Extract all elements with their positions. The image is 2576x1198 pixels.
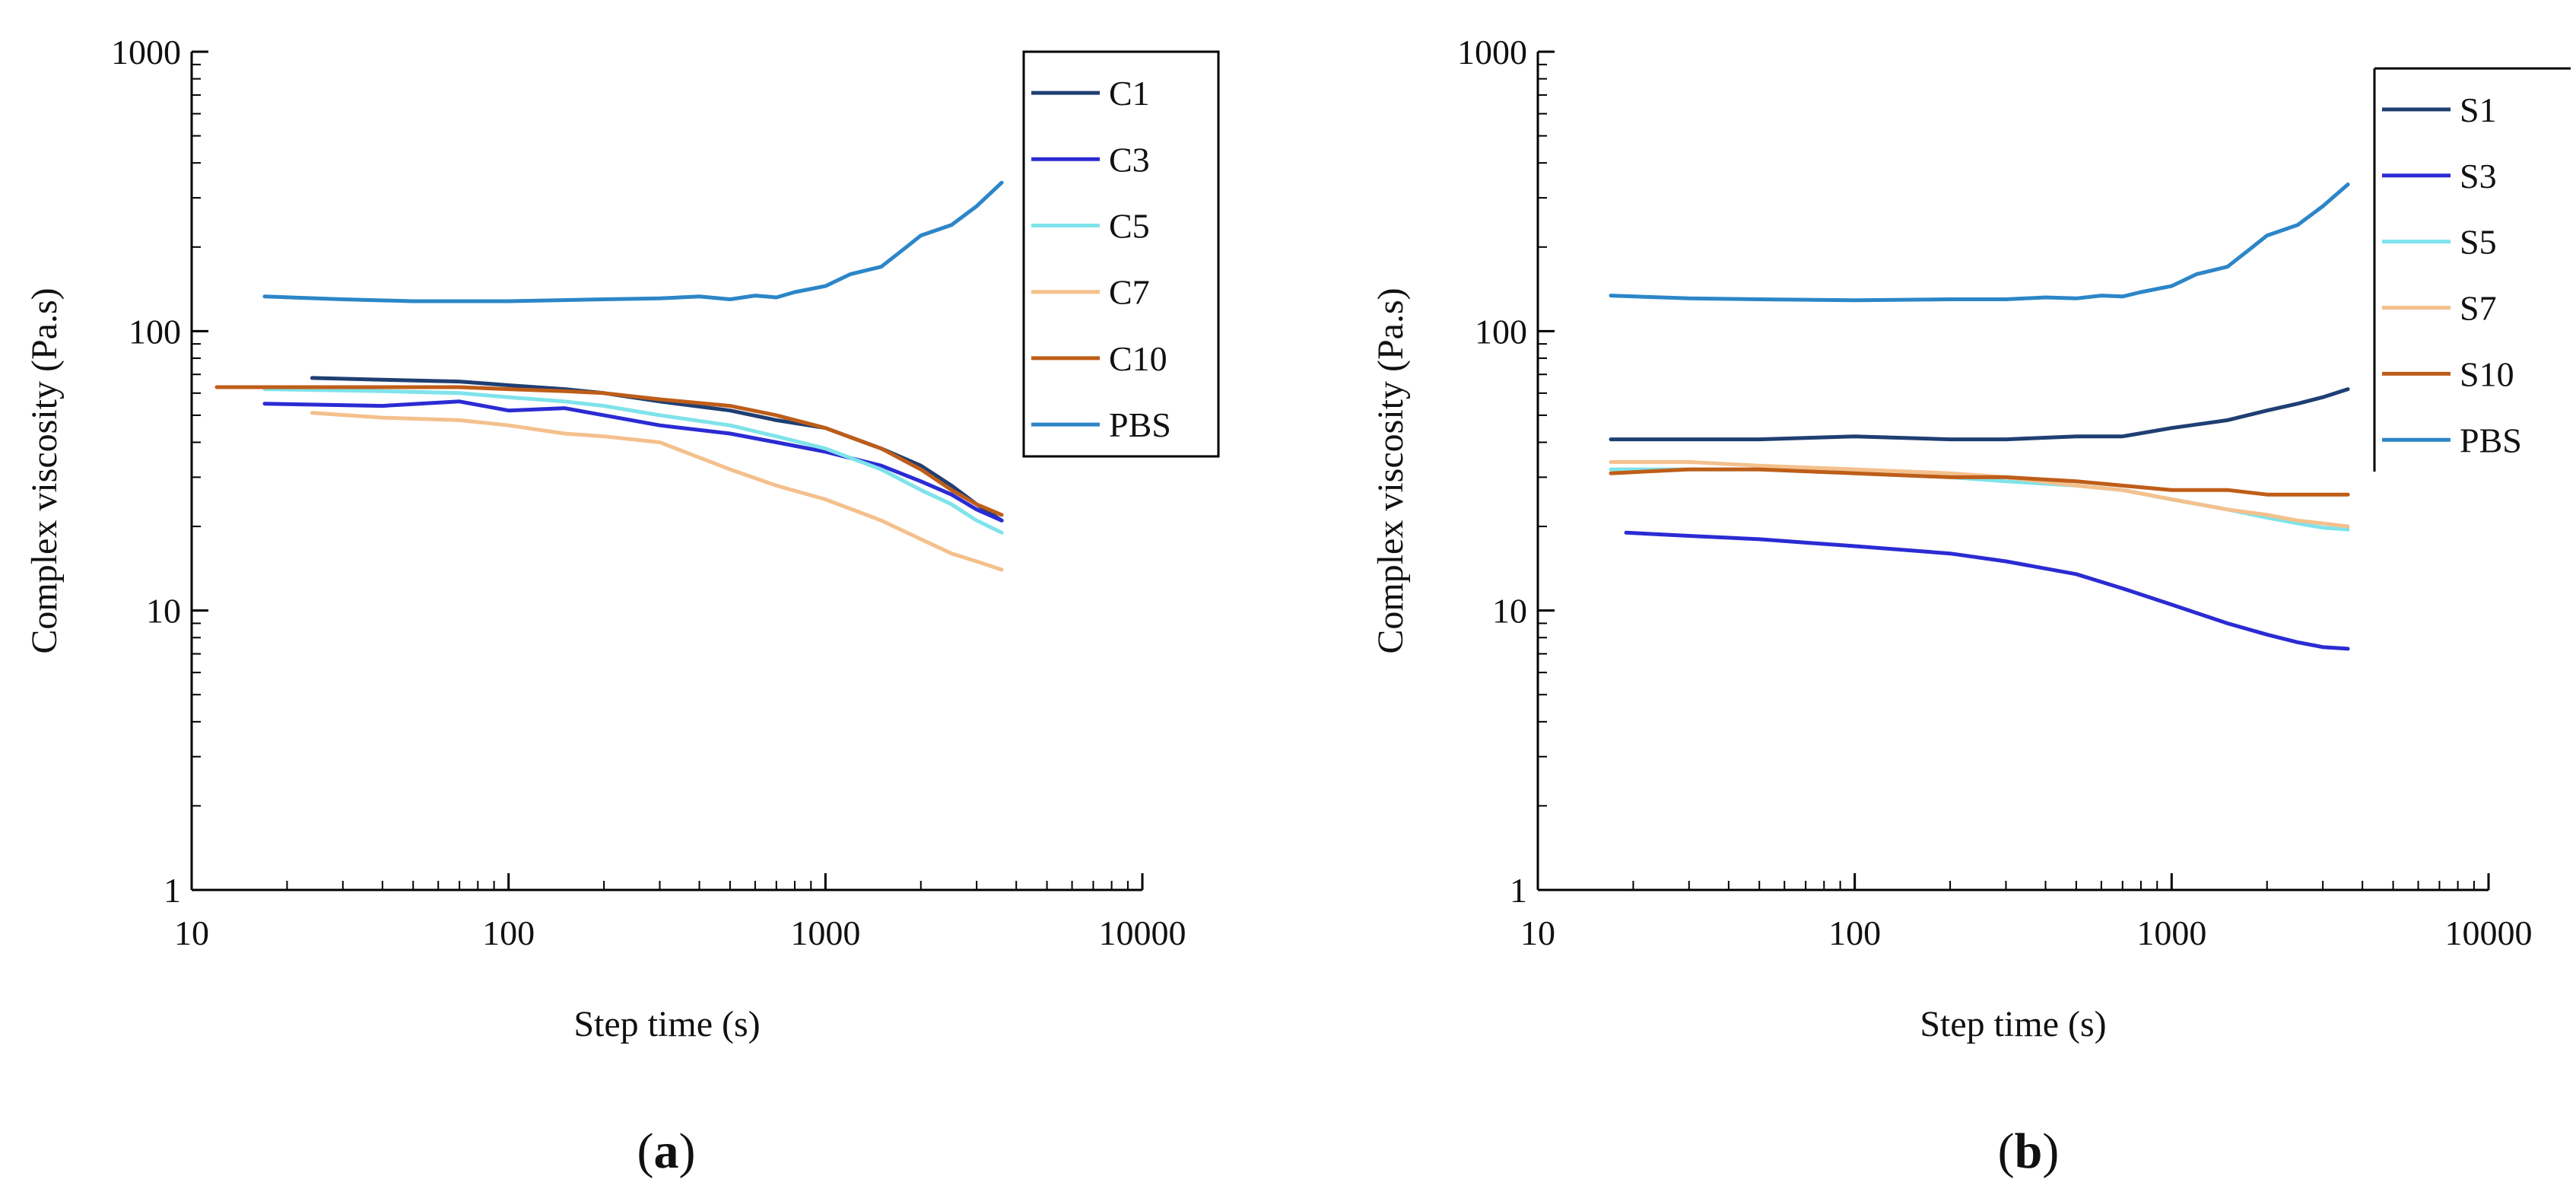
x-tick-label: 10000	[2445, 914, 2533, 952]
y-tick-label: 10	[146, 592, 181, 631]
legend-label-s5: S5	[2460, 223, 2497, 262]
panel-a: 10 100 1000 10000 1 10 100 1000 Step time (s) Com…	[24, 33, 1220, 1179]
series-line-s10	[1609, 467, 2350, 497]
y-tick-label: 1000	[1457, 33, 1527, 71]
legend-label-s3: S3	[2460, 157, 2497, 195]
legend-box	[1022, 50, 1220, 458]
y-tick-label: 100	[1475, 312, 1527, 351]
series-line-c3	[262, 399, 1004, 523]
y-tick-label: 1	[164, 871, 181, 910]
series-line-c7	[310, 411, 1004, 572]
legend-label-pbs: PBS	[2460, 421, 2522, 459]
panel-label-close: )	[2042, 1123, 2059, 1179]
series-group	[214, 180, 1004, 572]
series-line-s7	[1609, 459, 2350, 529]
panel-label-close: )	[679, 1123, 696, 1179]
x-axis-label: Step time (s)	[1920, 1004, 2106, 1044]
series-line-c5	[262, 387, 1004, 535]
y-axis-label: Complex viscosity (Pa.s)	[1371, 288, 1411, 653]
y-tick-label: 1000	[111, 33, 181, 71]
x-tick-label: 1000	[790, 914, 860, 952]
x-tick-label: 100	[482, 914, 535, 952]
y-tick-label: 10	[1492, 592, 1527, 631]
y-axis-label: Complex viscosity (Pa.s)	[24, 288, 65, 653]
x-axis-label: Step time (s)	[573, 1004, 760, 1044]
x-tick-label: 1000	[2136, 914, 2206, 952]
series-line-pbs	[1609, 183, 2350, 303]
y-tick-label: 100	[129, 312, 181, 351]
series-line-s3	[1624, 530, 2350, 651]
legend-label-c5: C5	[1109, 206, 1150, 245]
panel-label-open: (	[637, 1123, 654, 1179]
panel-b: 10 100 1000 10000 1 10 100 1000 Step time (s) Com…	[1371, 33, 2571, 1179]
legend-label-pbs: PBS	[1109, 405, 1171, 444]
panel-label: (a)	[637, 1123, 696, 1179]
x-tick-label: 10000	[1099, 914, 1186, 952]
legend: C1 C3 C5 C7 C10 PBS	[1022, 50, 1220, 458]
y-tick-label: 1	[1510, 871, 1527, 910]
legend-label-s1: S1	[2460, 91, 2497, 129]
series-line-c1	[310, 376, 1004, 523]
x-tick-label: 10	[174, 914, 209, 952]
legend-label-c10: C10	[1109, 339, 1167, 378]
panel-label-letter: a	[654, 1123, 679, 1179]
x-tick-label: 100	[1828, 914, 1881, 952]
series-line-pbs	[262, 180, 1004, 303]
legend-label-c1: C1	[1109, 74, 1150, 113]
series-group	[1609, 183, 2350, 651]
panel-label-letter: b	[2015, 1123, 2043, 1179]
panel-label-open: (	[1998, 1123, 2015, 1179]
legend: S1 S3 S5 S7 S10 PBS	[2373, 67, 2571, 472]
series-line-s1	[1609, 387, 2350, 442]
legend-label-s7: S7	[2460, 289, 2497, 328]
x-tick-label: 10	[1520, 914, 1555, 952]
panel-label: (b)	[1998, 1123, 2060, 1179]
legend-label-c3: C3	[1109, 140, 1150, 179]
legend-label-s10: S10	[2460, 354, 2514, 393]
legend-label-c7: C7	[1109, 273, 1150, 312]
series-line-c10	[214, 385, 1004, 517]
